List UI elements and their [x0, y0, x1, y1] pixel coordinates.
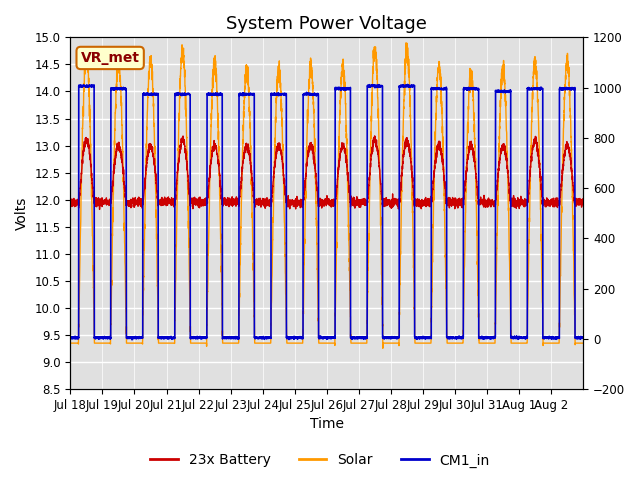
- Y-axis label: Volts: Volts: [15, 196, 29, 230]
- Title: System Power Voltage: System Power Voltage: [227, 15, 428, 33]
- Text: VR_met: VR_met: [81, 51, 140, 65]
- Legend: 23x Battery, Solar, CM1_in: 23x Battery, Solar, CM1_in: [145, 448, 495, 473]
- X-axis label: Time: Time: [310, 418, 344, 432]
